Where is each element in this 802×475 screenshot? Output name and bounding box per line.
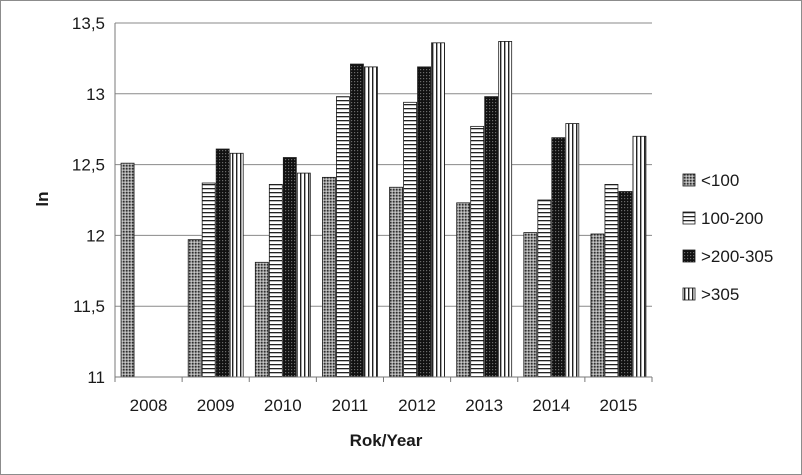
y-tick-label: 13	[86, 85, 105, 104]
bar	[470, 125, 485, 378]
legend-label: >305	[701, 285, 739, 304]
x-tick-label: 2014	[532, 396, 570, 415]
bar	[456, 202, 471, 378]
y-tick-label: 11	[87, 368, 105, 387]
legend-swatch	[682, 249, 696, 263]
bar	[201, 182, 216, 378]
bar	[632, 135, 647, 378]
bar	[590, 233, 605, 378]
bars	[120, 41, 647, 378]
bar	[604, 184, 619, 378]
x-axis-title: Rok/Year	[350, 431, 423, 450]
bar	[364, 66, 378, 378]
x-tick-label: 2013	[465, 396, 503, 415]
bar	[565, 123, 580, 378]
y-axis-title: ln	[33, 191, 52, 206]
bar	[403, 101, 417, 378]
bar	[296, 172, 311, 378]
bar	[523, 232, 538, 378]
bar	[618, 191, 633, 378]
legend-label: 100-200	[701, 209, 763, 228]
legend-label: <100	[701, 171, 739, 190]
x-tick-label: 2008	[130, 396, 168, 415]
y-tick-label: 12,5	[72, 156, 105, 175]
legend: <100 100-200 >200-305 >305	[682, 171, 773, 304]
x-tick-label: 2015	[600, 396, 638, 415]
bar	[389, 186, 403, 378]
y-tick-labels: 11 11,5 12 12,5 13 13,5	[72, 14, 105, 387]
bar	[336, 96, 350, 378]
x-tick-label: 2011	[332, 396, 369, 415]
axes	[114, 23, 653, 382]
legend-swatch	[682, 211, 696, 225]
bar	[282, 157, 297, 378]
bar	[268, 184, 283, 378]
bar	[417, 66, 431, 378]
bar	[229, 152, 244, 378]
bar	[322, 176, 336, 378]
legend-swatch	[682, 287, 696, 301]
y-tick-label: 13,5	[72, 14, 105, 33]
bar	[484, 96, 499, 378]
legend-swatch	[682, 173, 696, 187]
y-tick-label: 12	[86, 226, 105, 245]
x-tick-labels: 2008 2009 2010 2011 2012 2013 2014 2015	[130, 396, 638, 415]
x-tick-label: 2010	[264, 396, 302, 415]
bar	[431, 42, 445, 378]
bar	[537, 199, 552, 378]
bar	[215, 148, 230, 378]
bar	[551, 137, 566, 378]
bar	[120, 162, 135, 378]
bar	[498, 41, 513, 378]
bar	[350, 63, 364, 378]
x-tick-label: 2012	[398, 396, 436, 415]
legend-label: >200-305	[701, 247, 773, 266]
x-tick-label: 2009	[197, 396, 235, 415]
bar	[254, 261, 269, 378]
y-tick-label: 11,5	[73, 297, 105, 316]
bar	[187, 239, 202, 378]
